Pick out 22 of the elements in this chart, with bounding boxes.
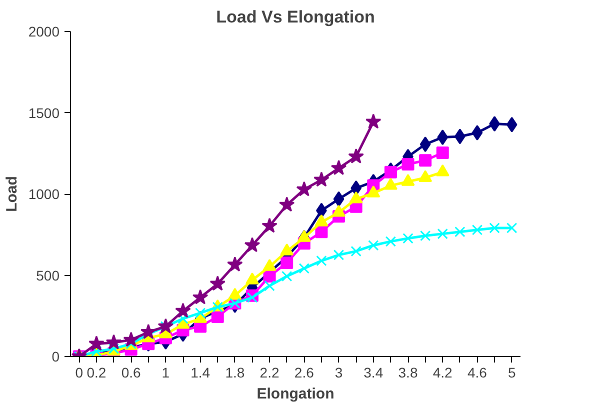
- y-axis-title: Load: [3, 176, 20, 212]
- x-tick-label: 1.4: [190, 364, 210, 380]
- chart-title: Load Vs Elongation: [216, 8, 375, 26]
- y-tick-label: 0: [52, 348, 60, 364]
- x-tick-label: 0.6: [121, 364, 142, 380]
- x-tick-label: 1: [162, 364, 170, 380]
- x-tick-label: 3: [334, 364, 343, 380]
- x-axis-title: Elongation: [256, 386, 334, 402]
- x-tick-label: 5: [508, 364, 516, 380]
- y-tick-label: 1500: [28, 104, 60, 121]
- x-tick-label: 1.8: [225, 364, 245, 380]
- x-tick-label: 4.6: [468, 364, 488, 380]
- x-tick-label: 2.6: [294, 364, 314, 380]
- x-tick-label: 0: [75, 364, 84, 380]
- x-tick-label: 3.8: [398, 364, 418, 380]
- x-tick-label: 2.2: [260, 364, 280, 380]
- x-tick-label: 0.2: [86, 364, 106, 380]
- x-tick-label: 3.4: [364, 364, 384, 380]
- y-tick-label: 1000: [28, 186, 60, 202]
- y-tick-label: 2000: [28, 24, 60, 40]
- x-tick-label: 4.2: [432, 364, 453, 380]
- y-tick-label: 500: [36, 267, 60, 284]
